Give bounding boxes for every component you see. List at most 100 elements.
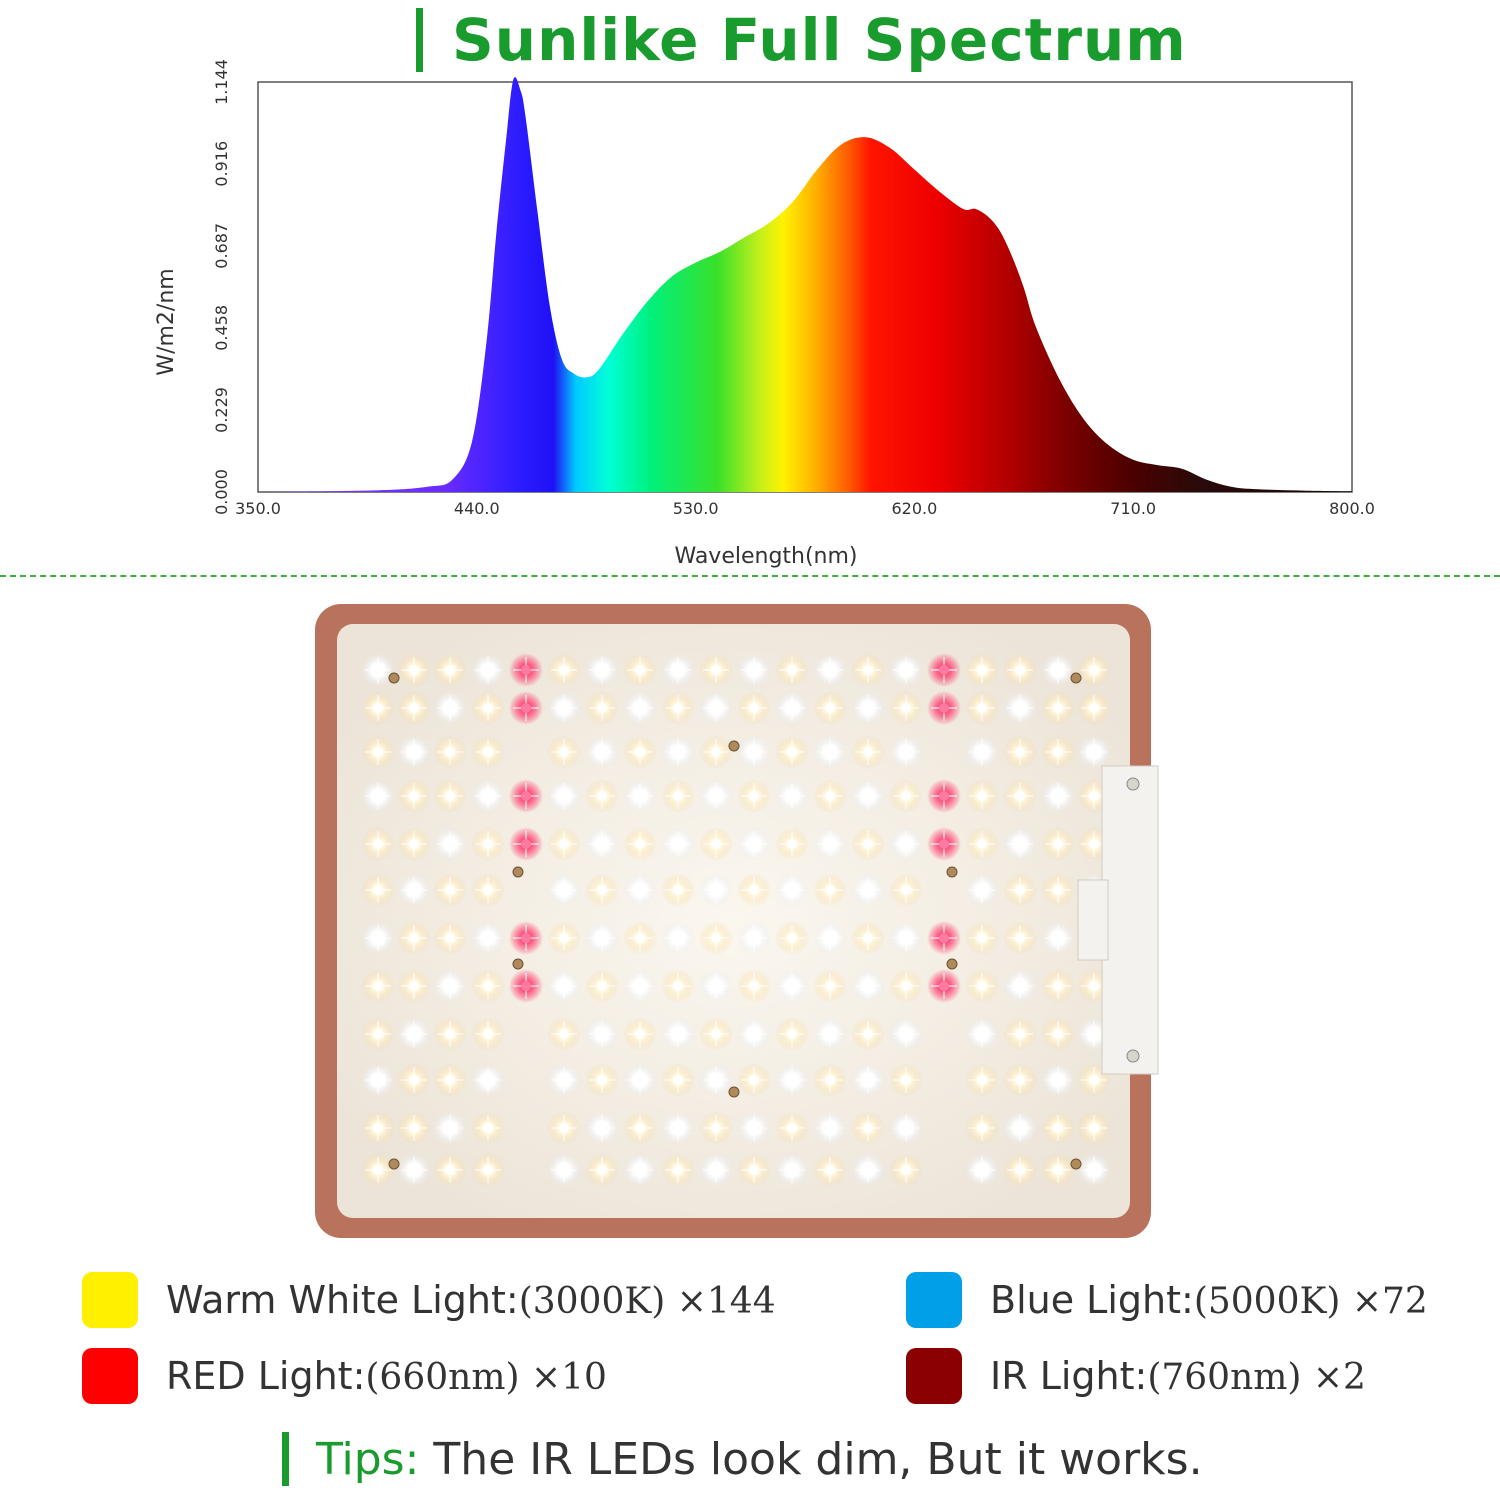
spectrum-area bbox=[258, 77, 1352, 492]
warm-white-led bbox=[1041, 969, 1075, 1003]
warm-white-led bbox=[471, 1153, 505, 1187]
white-led bbox=[1003, 691, 1037, 725]
warm-white-led bbox=[851, 653, 885, 687]
warm-white-led bbox=[699, 827, 733, 861]
white-led bbox=[661, 921, 695, 955]
warm-white-led bbox=[1003, 1017, 1037, 1051]
warm-white-led bbox=[1041, 1111, 1075, 1145]
warm-white-led bbox=[965, 921, 999, 955]
white-led bbox=[623, 969, 657, 1003]
tips-text: The IR LEDs look dim, But it works. bbox=[419, 1434, 1203, 1485]
white-led bbox=[813, 827, 847, 861]
warm-white-led bbox=[851, 921, 885, 955]
white-led bbox=[623, 1153, 657, 1187]
x-tick-label: 350.0 bbox=[235, 499, 281, 518]
white-led bbox=[813, 1111, 847, 1145]
white-led bbox=[361, 1063, 395, 1097]
warm-white-led bbox=[397, 691, 431, 725]
warm-white-led bbox=[661, 1153, 695, 1187]
legend-swatch bbox=[82, 1272, 138, 1328]
white-led bbox=[737, 827, 771, 861]
white-led bbox=[699, 1153, 733, 1187]
mounting-screw-icon bbox=[728, 1086, 740, 1098]
white-led bbox=[397, 873, 431, 907]
warm-white-led bbox=[737, 873, 771, 907]
spectrum-chart: 350.0 440.0 530.0 620.0 710.0 800.0 0.000 0.22… bbox=[154, 59, 1375, 569]
warm-white-led bbox=[585, 1063, 619, 1097]
warm-white-led bbox=[397, 779, 431, 813]
section-divider bbox=[0, 575, 1500, 577]
warm-white-led bbox=[965, 1111, 999, 1145]
legend-label: Blue Light:(5000K) ×72 bbox=[990, 1272, 1428, 1330]
red-led bbox=[509, 969, 543, 1003]
warm-white-led bbox=[699, 653, 733, 687]
red-led bbox=[927, 827, 961, 861]
x-tick-label: 530.0 bbox=[673, 499, 719, 518]
mounting-screw-icon bbox=[1070, 672, 1082, 684]
warm-white-led bbox=[471, 735, 505, 769]
warm-white-led bbox=[737, 779, 771, 813]
warm-white-led bbox=[889, 873, 923, 907]
white-led bbox=[889, 653, 923, 687]
white-led bbox=[737, 921, 771, 955]
white-led bbox=[737, 1111, 771, 1145]
mounting-screw-icon bbox=[728, 740, 740, 752]
warm-white-led bbox=[775, 653, 809, 687]
mounting-bracket bbox=[1077, 765, 1159, 1075]
white-led bbox=[361, 921, 395, 955]
x-tick-label: 710.0 bbox=[1110, 499, 1156, 518]
white-led bbox=[585, 1111, 619, 1145]
white-led bbox=[775, 1153, 809, 1187]
warm-white-led bbox=[1041, 735, 1075, 769]
warm-white-led bbox=[547, 1111, 581, 1145]
warm-white-led bbox=[585, 691, 619, 725]
warm-white-led bbox=[433, 1063, 467, 1097]
white-led bbox=[361, 779, 395, 813]
white-led bbox=[737, 735, 771, 769]
y-tick-label: 0.229 bbox=[212, 387, 231, 433]
mounting-screw-icon bbox=[946, 866, 958, 878]
warm-white-led bbox=[813, 779, 847, 813]
warm-white-led bbox=[585, 779, 619, 813]
warm-white-led bbox=[1077, 691, 1111, 725]
legend-label: Warm White Light:(3000K) ×144 bbox=[166, 1272, 776, 1330]
white-led bbox=[397, 1017, 431, 1051]
warm-white-led bbox=[623, 1017, 657, 1051]
warm-white-led bbox=[813, 1063, 847, 1097]
mounting-screw-icon bbox=[388, 1158, 400, 1170]
mounting-screw-icon bbox=[512, 866, 524, 878]
legend-label-text: IR Light: bbox=[990, 1354, 1148, 1398]
tips-key: Tips: bbox=[316, 1434, 420, 1485]
legend-value: (3000K) ×144 bbox=[518, 1281, 776, 1322]
red-led bbox=[927, 969, 961, 1003]
warm-white-led bbox=[1077, 653, 1111, 687]
warm-white-led bbox=[1003, 735, 1037, 769]
warm-white-led bbox=[585, 1153, 619, 1187]
white-led bbox=[661, 1111, 695, 1145]
red-led bbox=[927, 779, 961, 813]
warm-white-led bbox=[699, 921, 733, 955]
legend-label: RED Light:(660nm) ×10 bbox=[166, 1348, 607, 1406]
warm-white-led bbox=[471, 1017, 505, 1051]
white-led bbox=[965, 1017, 999, 1051]
warm-white-led bbox=[699, 1111, 733, 1145]
legend-swatch bbox=[906, 1348, 962, 1404]
white-led bbox=[737, 653, 771, 687]
white-led bbox=[775, 779, 809, 813]
white-led bbox=[547, 779, 581, 813]
warm-white-led bbox=[661, 779, 695, 813]
y-tick-label: 0.916 bbox=[212, 141, 231, 187]
x-axis-label: Wavelength(nm) bbox=[674, 544, 857, 569]
warm-white-led bbox=[433, 1153, 467, 1187]
x-tick-label: 800.0 bbox=[1329, 499, 1375, 518]
white-led bbox=[585, 1017, 619, 1051]
white-led bbox=[889, 827, 923, 861]
white-led bbox=[1003, 969, 1037, 1003]
warm-white-led bbox=[661, 1063, 695, 1097]
warm-white-led bbox=[361, 1153, 395, 1187]
warm-white-led bbox=[737, 969, 771, 1003]
warm-white-led bbox=[1077, 1111, 1111, 1145]
warm-white-led bbox=[1041, 827, 1075, 861]
white-led bbox=[851, 1153, 885, 1187]
white-led bbox=[775, 691, 809, 725]
